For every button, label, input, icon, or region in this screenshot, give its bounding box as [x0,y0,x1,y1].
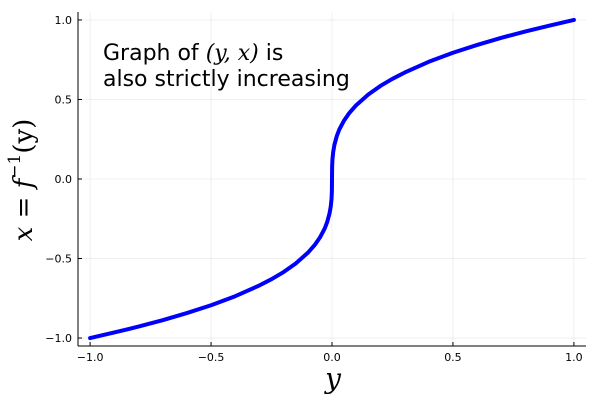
y-tick-label: −1.0 [45,332,72,345]
x-tick-label: 1.0 [565,351,583,364]
x-tick-label: 0.0 [323,351,341,364]
y-tick-label: 1.0 [55,14,73,27]
x-tick-label: 0.5 [444,351,462,364]
y-tick-label: 0.0 [55,173,73,186]
y-axis-label-lhs: x [9,226,39,241]
series [88,17,576,341]
y-axis-label-superscript: −1 [5,154,25,179]
annotation-suffix: is [259,41,284,66]
y-tick-label: −0.5 [45,253,72,266]
x-tick-label: −0.5 [198,351,225,364]
annotation-prefix: Graph of [103,41,206,66]
y-axis-label-equals: = [9,188,39,226]
series-line [88,17,576,341]
annotation-line-1: Graph of (y, x) is [103,41,283,66]
y-tick-label: 0.5 [55,93,73,106]
annotation-line-2: also strictly increasing [103,67,350,92]
ticks: −1.0 −0.5 0.0 0.5 1.0 −1.0 −0.5 0.0 0.5 1.0 [45,14,582,364]
y-axis-label: x = f−1(y) [5,119,39,242]
x-axis-label: y [323,362,342,395]
x-tick-label: −1.0 [77,351,104,364]
grid [78,12,586,346]
annotation-math: (y, x) [206,41,259,66]
y-axis-label-args: (y) [9,119,39,154]
